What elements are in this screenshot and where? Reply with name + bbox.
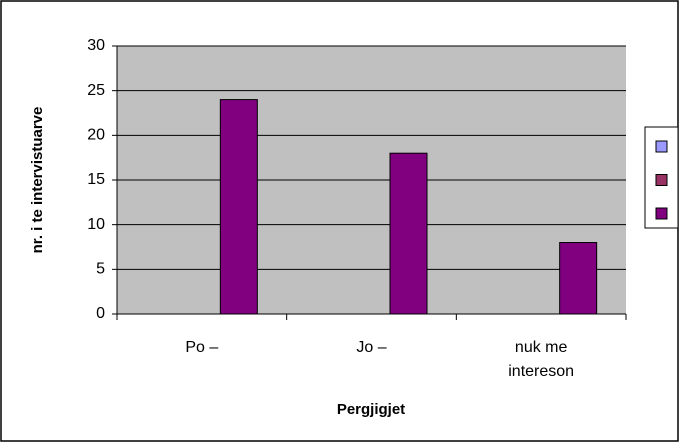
legend-swatch (655, 174, 668, 186)
bar (219, 99, 258, 315)
legend-swatch (655, 207, 668, 220)
y-axis-title: nr. i te intervistuarve (29, 107, 46, 254)
bar (389, 152, 428, 315)
x-axis-title: Pergjigjet (337, 401, 405, 418)
x-tick-label: Jo – (356, 339, 386, 356)
y-tick-label: 30 (87, 37, 105, 54)
y-tick-label: 5 (96, 261, 105, 278)
y-tick-label: 20 (87, 127, 105, 144)
y-tick-label: 10 (87, 216, 105, 233)
bar (559, 242, 598, 315)
x-tick-label: nuk me intereson (508, 339, 574, 380)
y-tick-label: 15 (87, 171, 105, 188)
y-tick-label: 0 (96, 305, 105, 322)
legend-swatch (655, 140, 668, 153)
x-tick-label: Po – (185, 339, 218, 356)
y-tick-label: 25 (87, 82, 105, 99)
